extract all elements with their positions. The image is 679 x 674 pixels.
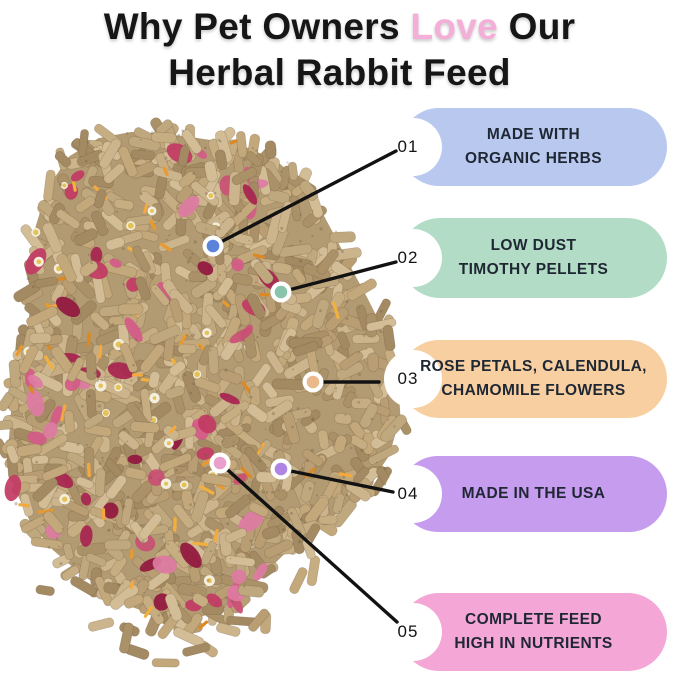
callout-number: 02 bbox=[397, 248, 419, 267]
callout-number: 03 bbox=[397, 369, 419, 388]
callout-label-line: MADE WITH bbox=[486, 125, 581, 143]
callout-label-line: ORGANIC HERBS bbox=[465, 150, 602, 167]
callout-label: MADE WITH ORGANIC HERBS bbox=[400, 108, 667, 186]
callout-number: 05 bbox=[397, 622, 419, 641]
title-line1-pre: Why Pet Owners bbox=[103, 6, 400, 47]
callout-label-line: COMPLETE FEED bbox=[465, 610, 602, 628]
callout-pill bbox=[400, 340, 667, 418]
callout-pill bbox=[400, 593, 667, 671]
callout-label-line: ROSE PETALS, CALENDULA, bbox=[420, 357, 647, 375]
title-highlight-love: Love bbox=[410, 6, 499, 47]
callout-label: LOW DUST TIMOTHY PELLETS bbox=[400, 218, 667, 298]
callout-pill bbox=[400, 108, 667, 186]
callout-number: 04 bbox=[397, 484, 419, 503]
callout-03-flowers: 03 ROSE PETALS, CALENDULA, CHAMOMILE FLO… bbox=[384, 340, 667, 418]
callout-number: 01 bbox=[397, 137, 419, 156]
callout-label: MADE IN THE USA bbox=[400, 456, 667, 532]
callout-label-line: MADE IN THE USA bbox=[461, 484, 606, 502]
callout-04-made-in-usa: 04 MADE IN THE USA bbox=[384, 456, 667, 532]
page-title: Why Pet Owners Love Our Herbal Rabbit Fe… bbox=[0, 4, 679, 96]
callout-label-line: CHAMOMILE FLOWERS bbox=[441, 382, 626, 399]
number-circle: 03 bbox=[384, 350, 442, 408]
callout-label: ROSE PETALS, CALENDULA, CHAMOMILE FLOWER… bbox=[400, 340, 667, 418]
callout-02-low-dust: 02 LOW DUST TIMOTHY PELLETS bbox=[384, 218, 667, 298]
callout-pill bbox=[400, 218, 667, 298]
callout-label-line: LOW DUST bbox=[490, 236, 577, 254]
callout-label-line: HIGH IN NUTRIENTS bbox=[454, 635, 613, 652]
callout-01-organic-herbs: 01 MADE WITH ORGANIC HERBS bbox=[384, 108, 667, 186]
title-line1-post: Our bbox=[508, 6, 576, 47]
callout-label: COMPLETE FEED HIGH IN NUTRIENTS bbox=[400, 593, 667, 671]
callout-05-complete-feed: 05 COMPLETE FEED HIGH IN NUTRIENTS bbox=[384, 593, 667, 671]
title-line2: Herbal Rabbit Feed bbox=[168, 51, 511, 93]
callout-pill bbox=[400, 456, 667, 532]
callout-label-line: TIMOTHY PELLETS bbox=[458, 261, 609, 278]
